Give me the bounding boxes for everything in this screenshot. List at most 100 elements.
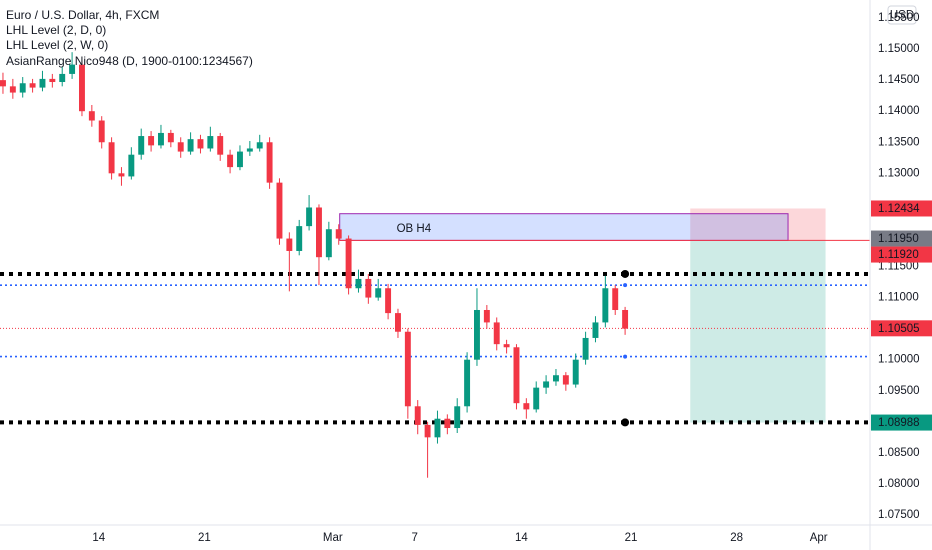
candle-body xyxy=(513,347,520,404)
x-tick-label: 21 xyxy=(625,532,638,544)
y-tick-label: 1.13000 xyxy=(878,167,920,179)
candle-body xyxy=(88,111,95,121)
candle-body xyxy=(246,148,253,152)
candle-body xyxy=(0,80,6,87)
x-tick-label: 14 xyxy=(92,532,105,544)
y-tick-label: 1.08000 xyxy=(878,478,920,490)
x-tick-label: 28 xyxy=(730,532,743,544)
candle-body xyxy=(158,132,164,146)
candle-body xyxy=(444,418,451,429)
candle-body xyxy=(404,331,411,407)
candle-body xyxy=(148,136,155,146)
price-tag xyxy=(871,200,932,217)
candle-body xyxy=(572,359,579,385)
price-tag-label: 1.11920 xyxy=(878,249,919,261)
candle-body xyxy=(108,142,115,174)
candle-body xyxy=(276,182,283,239)
candle-body xyxy=(612,288,619,310)
candle-body xyxy=(197,139,204,149)
plot-area: OB H4 xyxy=(0,52,870,478)
candle-body xyxy=(553,375,559,382)
candle-body xyxy=(187,139,194,152)
order-block-label: OB H4 xyxy=(397,223,432,235)
candle-body xyxy=(167,132,174,143)
candle-body xyxy=(118,173,125,177)
candle-body xyxy=(227,154,234,168)
indicator-label: LHL Level (2, W, 0) xyxy=(6,38,108,52)
candle-body xyxy=(483,309,490,323)
candle-body xyxy=(59,73,66,83)
candle-body xyxy=(237,151,243,168)
candle-body xyxy=(622,309,629,329)
y-tick-label: 1.08500 xyxy=(878,447,920,459)
currency-badge[interactable]: USD xyxy=(887,5,917,25)
candle-body xyxy=(79,64,85,112)
indicator-label: LHL Level (2, D, 0) xyxy=(6,23,106,37)
price-tag-label: 1.08988 xyxy=(878,417,920,429)
chart-title: Euro / U.S. Dollar, 4h, FXCM xyxy=(6,8,159,22)
candle-body xyxy=(69,64,76,74)
currency-button[interactable] xyxy=(887,5,917,25)
candle-body xyxy=(533,387,540,410)
target-zone xyxy=(690,240,826,423)
price-tag xyxy=(871,320,932,337)
candle-body xyxy=(49,78,56,83)
candle-body xyxy=(9,86,16,93)
level-marker xyxy=(621,418,630,427)
y-tick-label: 1.15000 xyxy=(878,43,920,55)
candle-body xyxy=(19,83,26,93)
currency-label[interactable]: USD xyxy=(890,10,914,22)
x-tick-label: 14 xyxy=(515,532,528,544)
candle-body xyxy=(286,238,293,251)
candle-body xyxy=(523,403,530,410)
indicator-label: AsianRange Nico948 (D, 1900-0100:1234567… xyxy=(6,54,253,68)
candle-body xyxy=(365,278,372,298)
candle-body xyxy=(562,375,569,385)
candle-body xyxy=(464,359,471,407)
candle-body xyxy=(98,120,105,143)
candle-body xyxy=(29,83,36,88)
candle-body xyxy=(414,406,421,425)
price-tag-label: 1.11950 xyxy=(878,233,919,245)
candle-body xyxy=(296,226,303,251)
candle-body xyxy=(493,322,500,345)
level-marker xyxy=(621,269,630,278)
candle-body xyxy=(454,406,461,429)
x-tick-label: Mar xyxy=(323,532,343,544)
level-marker xyxy=(623,354,628,359)
y-tick-label: 1.11000 xyxy=(878,292,919,304)
candle-body xyxy=(217,136,224,155)
y-tick-label: 1.09500 xyxy=(878,385,920,397)
price-tag xyxy=(871,246,932,263)
candle-body xyxy=(325,229,332,258)
candle-body xyxy=(395,313,401,332)
x-tick-label: 7 xyxy=(412,532,418,544)
candle-body xyxy=(207,136,214,149)
candle-body xyxy=(474,309,480,360)
price-tag xyxy=(871,230,932,247)
legend: Euro / U.S. Dollar, 4h, FXCM LHL Level (… xyxy=(6,8,253,68)
candle-body xyxy=(316,207,322,258)
price-tag xyxy=(871,414,932,431)
candle-body xyxy=(138,136,145,155)
order-block xyxy=(339,213,789,241)
level-marker xyxy=(623,283,628,288)
x-tick-label: Apr xyxy=(810,532,828,544)
price-tag-label: 1.12434 xyxy=(878,203,920,215)
y-tick-label: 1.07500 xyxy=(878,509,920,521)
y-tick-label: 1.10000 xyxy=(878,354,920,366)
candle-body xyxy=(385,288,392,314)
candle-body xyxy=(128,154,135,177)
candle-body xyxy=(424,424,431,438)
y-tick-label: 1.14500 xyxy=(878,74,920,86)
y-tick-label: 1.13500 xyxy=(878,136,920,148)
y-tick-label: 1.15500 xyxy=(878,12,920,24)
candle-body xyxy=(592,322,599,338)
candle-body xyxy=(345,238,352,289)
y-tick-label: 1.14000 xyxy=(878,105,920,117)
candle-body xyxy=(266,142,273,183)
candle-body xyxy=(177,142,184,152)
candle-body xyxy=(582,337,589,360)
candle-body xyxy=(306,207,313,227)
